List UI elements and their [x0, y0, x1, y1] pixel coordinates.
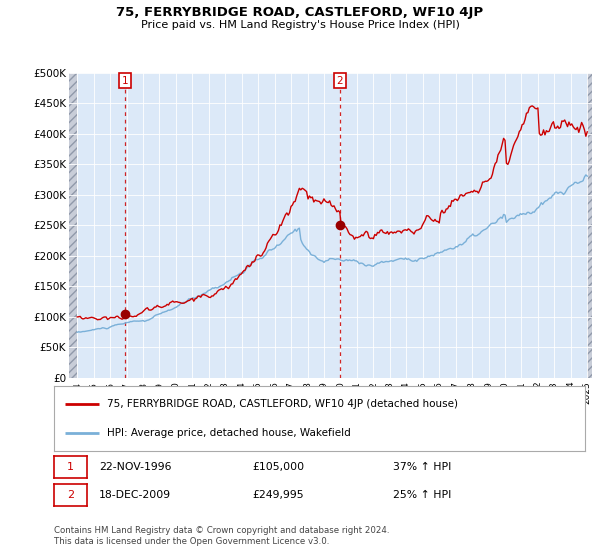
Text: 22-NOV-1996: 22-NOV-1996: [99, 462, 172, 472]
Text: 75, FERRYBRIDGE ROAD, CASTLEFORD, WF10 4JP: 75, FERRYBRIDGE ROAD, CASTLEFORD, WF10 4…: [116, 6, 484, 18]
Bar: [69, 73, 77, 378]
Bar: [587, 73, 592, 378]
Text: 2: 2: [67, 490, 74, 500]
Text: £249,995: £249,995: [252, 490, 304, 500]
Text: 18-DEC-2009: 18-DEC-2009: [99, 490, 171, 500]
Text: Price paid vs. HM Land Registry's House Price Index (HPI): Price paid vs. HM Land Registry's House …: [140, 20, 460, 30]
Text: £105,000: £105,000: [252, 462, 304, 472]
Text: 1: 1: [67, 462, 74, 472]
Text: 25% ↑ HPI: 25% ↑ HPI: [393, 490, 451, 500]
Text: Contains HM Land Registry data © Crown copyright and database right 2024.
This d: Contains HM Land Registry data © Crown c…: [54, 526, 389, 546]
Text: 2: 2: [337, 76, 343, 86]
Text: 75, FERRYBRIDGE ROAD, CASTLEFORD, WF10 4JP (detached house): 75, FERRYBRIDGE ROAD, CASTLEFORD, WF10 4…: [107, 399, 458, 409]
Text: 37% ↑ HPI: 37% ↑ HPI: [393, 462, 451, 472]
Text: 1: 1: [122, 76, 128, 86]
Text: HPI: Average price, detached house, Wakefield: HPI: Average price, detached house, Wake…: [107, 428, 351, 438]
